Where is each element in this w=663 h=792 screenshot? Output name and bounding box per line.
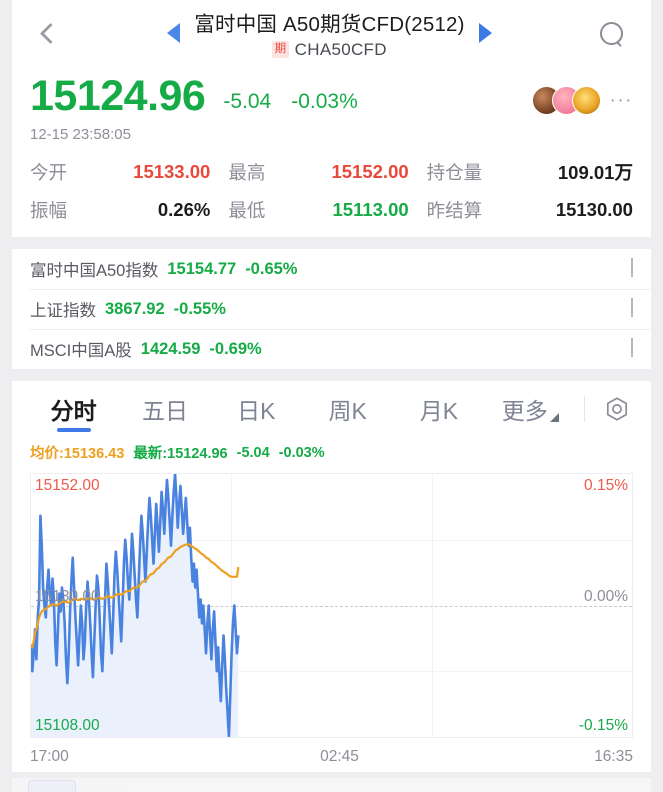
triangle-right-icon[interactable] — [478, 23, 492, 43]
avatar-group[interactable]: ··· — [531, 86, 633, 116]
axis-label-low-left: 15108.00 — [35, 717, 100, 735]
sliver-pill — [28, 780, 76, 792]
avatar[interactable] — [571, 86, 601, 116]
symbol-code: CHA50CFD — [294, 39, 387, 59]
price-change: -5.04 — [223, 90, 272, 114]
list-item[interactable]: MSCI中国A股 1424.59 -0.69% — [12, 329, 651, 369]
tab-label: 月K — [419, 398, 459, 425]
x-tick: 17:00 — [30, 748, 69, 766]
chevron-right-icon — [631, 298, 633, 318]
futures-badge: 期 — [272, 41, 289, 58]
chevron-right-icon — [631, 258, 633, 278]
chart-x-axis: 17:00 02:45 16:35 — [30, 748, 633, 766]
list-item[interactable]: 富时中国A50指数 15154.77 -0.65% — [12, 249, 651, 289]
index-percent: -0.55% — [173, 299, 226, 318]
chevron-left-icon — [39, 22, 61, 44]
ellipsis-icon[interactable]: ··· — [609, 90, 633, 112]
stat-label-open: 今开 — [30, 162, 68, 184]
nav-center: 富时中国 A50期货CFD(2512) 期 CHA50CFD — [70, 7, 589, 60]
x-tick: 16:35 — [594, 748, 633, 766]
chart-series — [31, 474, 632, 738]
search-icon — [599, 21, 623, 45]
chart-tabs: 分时 五日 日K 周K 月K 更多 — [12, 381, 651, 438]
gridline — [31, 539, 632, 541]
quote-timestamp: 12-15 23:58:05 — [30, 126, 131, 144]
stat-value-open: 15133.00 — [133, 161, 211, 183]
x-tick: 02:45 — [320, 748, 359, 766]
stat-value-high: 15152.00 — [331, 161, 409, 183]
nav-subtitle: 期 CHA50CFD — [272, 40, 387, 60]
index-name: MSCI中国A股 — [30, 342, 132, 361]
tab-monthlyk[interactable]: 月K — [393, 381, 484, 437]
divider — [583, 396, 585, 423]
axis-label-low-right: -0.15% — [578, 717, 628, 735]
prev-close-line — [31, 605, 632, 607]
nav-title-group: 富时中国 A50期货CFD(2512) 期 CHA50CFD — [194, 7, 464, 60]
stat-label-prevsettle: 昨结算 — [426, 200, 483, 222]
axis-label-high-left: 15152.00 — [35, 477, 100, 495]
tab-label: 五日 — [141, 398, 188, 425]
legend-last-price: 最新:15124.96 — [133, 446, 228, 463]
index-value: 15154.77 — [167, 259, 237, 278]
chevron-right-icon — [631, 338, 633, 358]
tab-label: 周K — [328, 398, 367, 425]
tab-label: 日K — [237, 398, 276, 425]
caret-down-icon — [549, 413, 559, 423]
stat-label-openinterest: 持仓量 — [426, 162, 483, 184]
tab-more-label: 更多 — [501, 398, 548, 425]
index-name: 富时中国A50指数 — [30, 262, 159, 281]
tab-dailyk[interactable]: 日K — [211, 381, 302, 437]
chart-plot-area[interactable]: 15152.00 0.15% 15130.00 0.00% 15108.00 -… — [30, 473, 633, 739]
tab-fiveday[interactable]: 五日 — [119, 381, 210, 437]
index-value: 3867.92 — [105, 299, 165, 318]
legend-change-percent: -0.03% — [278, 444, 325, 461]
legend-avg-price: 均价:15136.43 — [30, 446, 125, 463]
tab-label: 分时 — [50, 398, 97, 425]
search-button[interactable] — [589, 11, 633, 55]
stats-grid: 今开 15133.00 最高 15152.00 持仓量 109.01万 振幅 0… — [12, 153, 651, 238]
back-button[interactable] — [30, 13, 70, 53]
index-list: 富时中国A50指数 15154.77 -0.65% 上证指数 3867.92 -… — [12, 249, 651, 370]
stat-value-openinterest: 109.01万 — [557, 162, 633, 184]
index-percent: -0.69% — [209, 339, 262, 358]
gridline — [31, 671, 632, 673]
tab-weeklyk[interactable]: 周K — [302, 381, 393, 437]
stat-value-amplitude: 0.26% — [157, 199, 211, 221]
intraday-chart[interactable]: 15152.00 0.15% 15130.00 0.00% 15108.00 -… — [12, 467, 651, 773]
chart-legend: 均价:15136.43 最新:15124.96 -5.04 -0.03% — [12, 437, 651, 468]
tab-more[interactable]: 更多 — [485, 381, 576, 437]
bottom-partial-row[interactable] — [12, 778, 651, 792]
last-price: 15124.96 — [30, 72, 206, 120]
settings-gear-icon — [604, 396, 630, 422]
index-percent: -0.65% — [245, 259, 298, 278]
legend-change: -5.04 — [236, 444, 270, 461]
stat-label-high: 最高 — [228, 162, 266, 184]
stat-value-low: 15113.00 — [332, 199, 409, 221]
stat-label-low: 最低 — [228, 200, 266, 222]
stat-label-amplitude: 振幅 — [30, 200, 68, 222]
axis-label-high-right: 0.15% — [584, 477, 628, 495]
page-title: 富时中国 A50期货CFD(2512) — [194, 12, 465, 36]
stat-value-prevsettle: 15130.00 — [555, 199, 633, 221]
tab-intraday[interactable]: 分时 — [28, 381, 119, 437]
triangle-left-icon[interactable] — [167, 23, 181, 43]
axis-label-mid-right: 0.00% — [584, 587, 628, 605]
quote-main-row: 15124.96 -5.04 -0.03% ··· — [30, 72, 633, 120]
list-item[interactable]: 上证指数 3867.92 -0.55% — [12, 289, 651, 329]
axis-label-mid-left: 15130.00 — [35, 587, 100, 605]
quote-block: 15124.96 -5.04 -0.03% ··· 12-15 23:58:05 — [12, 66, 651, 154]
index-name: 上证指数 — [30, 302, 96, 321]
chart-settings-button[interactable] — [593, 381, 641, 437]
navigation-bar: 富时中国 A50期货CFD(2512) 期 CHA50CFD — [12, 0, 651, 66]
price-change-percent: -0.03% — [291, 90, 358, 114]
index-value: 1424.59 — [140, 339, 201, 358]
